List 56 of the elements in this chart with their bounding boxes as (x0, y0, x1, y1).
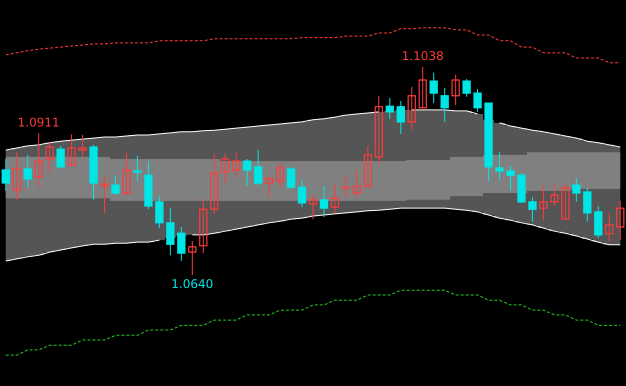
candlestick (561, 184, 570, 220)
candlestick (232, 152, 240, 178)
candlestick (330, 184, 340, 214)
candlestick (2, 158, 10, 192)
candlestick (111, 174, 120, 196)
candlestick (408, 86, 416, 130)
candlestick (583, 187, 592, 222)
candlestick (430, 72, 438, 104)
candlestick (286, 166, 296, 190)
candlestick (418, 66, 427, 108)
candlestick (506, 165, 515, 192)
candlestick (386, 97, 394, 120)
candlestick (396, 100, 405, 134)
candlestick (67, 134, 76, 168)
candlestick (122, 152, 131, 196)
candlestick (188, 240, 196, 276)
annotation: 1.1038 (402, 48, 444, 63)
candlestick (12, 152, 21, 200)
candlestick (342, 175, 350, 198)
candlestick (155, 196, 164, 229)
candlestick (594, 206, 602, 238)
candlestick (100, 175, 109, 214)
candlestick (320, 186, 328, 218)
candlestick (451, 74, 460, 106)
candlestick (539, 184, 548, 221)
candlestick (308, 194, 318, 220)
candlestick (210, 153, 218, 214)
candlestick (495, 152, 504, 180)
candlestick (298, 180, 306, 208)
candlestick (473, 88, 482, 112)
candlestick (24, 154, 32, 188)
candlestick (166, 208, 175, 256)
candlestick (364, 145, 372, 187)
candlestick (264, 174, 274, 198)
candlestick (221, 153, 230, 184)
candlestick (374, 95, 384, 166)
candlestick (34, 132, 43, 188)
candlestick (605, 212, 614, 242)
candlestick (177, 226, 186, 262)
candlestick (199, 198, 208, 254)
candlestick (616, 200, 624, 241)
candlestick (462, 78, 471, 98)
candlestick (254, 150, 262, 186)
candlestick (78, 134, 87, 158)
candlestick (550, 184, 559, 207)
candlestick (528, 196, 537, 222)
candlestick (276, 162, 284, 188)
candlestick (56, 145, 65, 168)
candlestick (572, 177, 581, 202)
candlestick (440, 87, 449, 122)
candlestick (45, 141, 54, 173)
annotation: 1.0640 (171, 277, 214, 292)
candlestick (242, 158, 252, 187)
annotation: 1.0911 (18, 115, 60, 130)
candlestick (133, 155, 142, 182)
candlestick (352, 169, 362, 198)
